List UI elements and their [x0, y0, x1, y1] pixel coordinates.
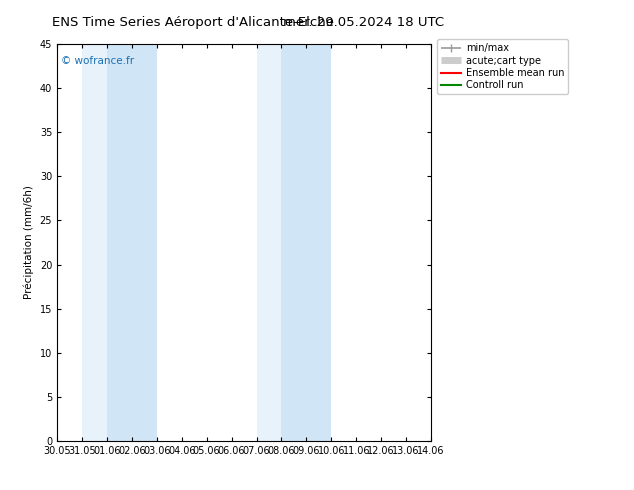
Legend: min/max, acute;cart type, Ensemble mean run, Controll run: min/max, acute;cart type, Ensemble mean … [437, 39, 568, 94]
Text: mer. 29.05.2024 18 UTC: mer. 29.05.2024 18 UTC [283, 16, 444, 28]
Y-axis label: Précipitation (mm/6h): Précipitation (mm/6h) [23, 186, 34, 299]
Bar [257, 44, 281, 441]
Bar [107, 44, 157, 441]
Text: © wofrance.fr: © wofrance.fr [61, 56, 134, 66]
Bar [281, 44, 332, 441]
Bar [82, 44, 107, 441]
Text: ENS Time Series Aéroport d'Alicante-Elche: ENS Time Series Aéroport d'Alicante-Elch… [52, 16, 334, 28]
